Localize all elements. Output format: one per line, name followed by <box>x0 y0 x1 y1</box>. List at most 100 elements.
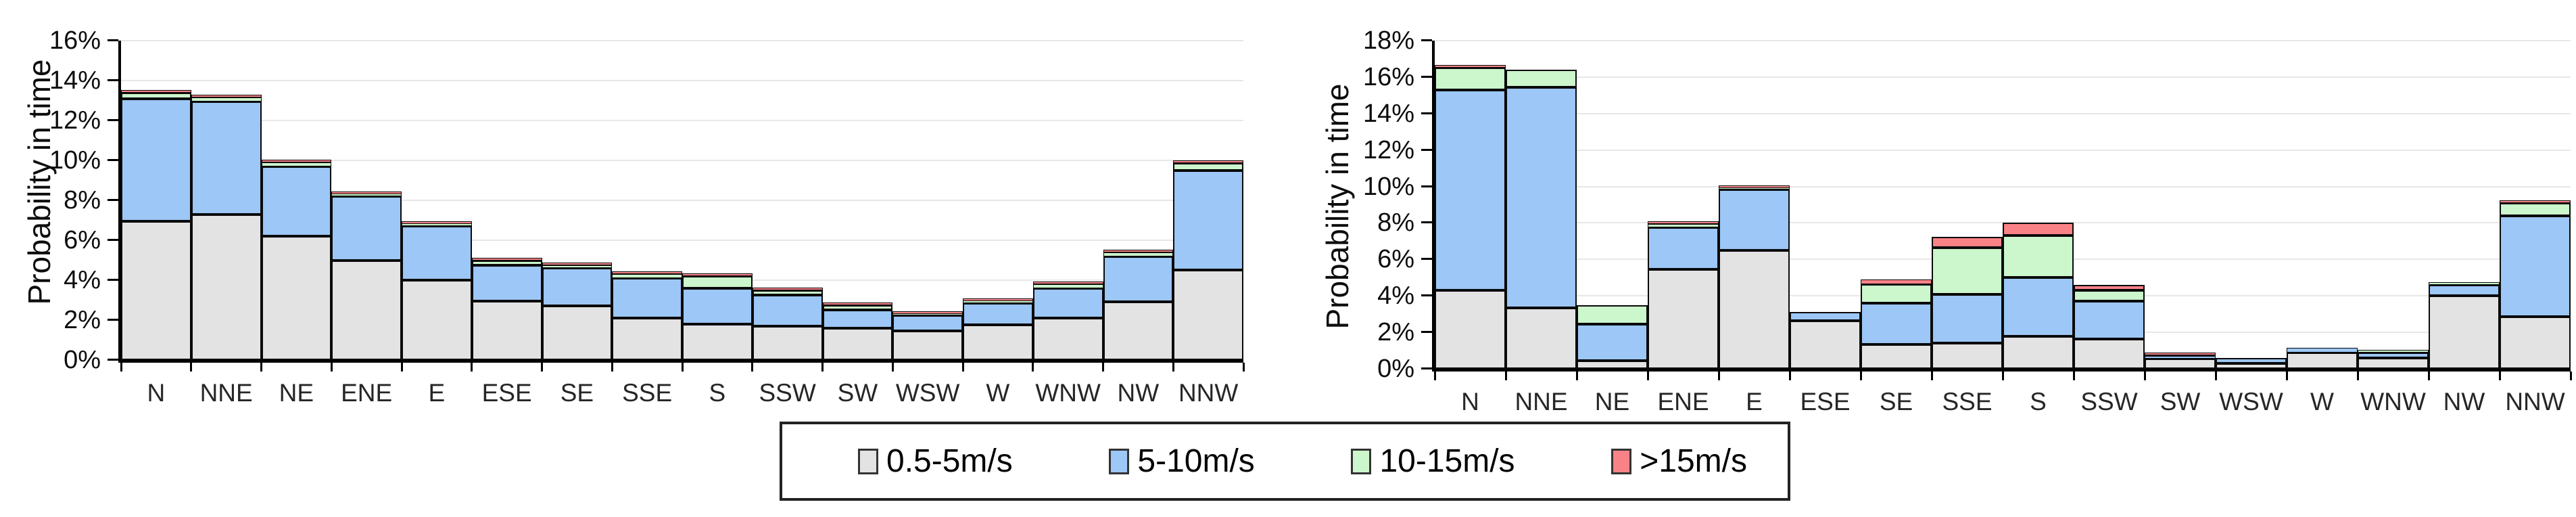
y-axis-tick <box>108 159 118 161</box>
y-axis-tick <box>108 359 118 361</box>
bar-segment-10-15m/s <box>682 276 753 288</box>
bar-S <box>2003 41 2074 369</box>
bar-segment->15m/s <box>612 271 682 275</box>
bar-segment->15m/s <box>261 159 332 162</box>
bar-segment-0.5-5m/s <box>2216 363 2287 369</box>
x-axis-tick <box>2285 372 2288 380</box>
bar-segment->15m/s <box>1435 65 1506 68</box>
x-axis-tick <box>1504 372 1507 380</box>
bar-segment-0.5-5m/s <box>191 214 262 360</box>
bar-segment->15m/s <box>331 192 402 195</box>
bar-segment-10-15m/s <box>1435 68 1506 90</box>
bar-segment-5-10m/s <box>2358 352 2429 358</box>
legend-item: 10-15m/s <box>1351 445 1515 478</box>
bar-ENE <box>331 41 402 360</box>
bar-segment->15m/s <box>402 221 472 225</box>
gridline <box>1435 149 2571 151</box>
y-tick-label: 6% <box>64 226 101 254</box>
y-tick-label: 0% <box>64 346 101 374</box>
bar-segment-10-15m/s <box>1506 70 1577 87</box>
x-tick-label: SE <box>1879 388 1913 415</box>
legend-item: 5-10m/s <box>1109 443 1255 479</box>
x-axis-tick <box>2072 372 2075 380</box>
bar-segment->15m/s <box>2074 285 2145 291</box>
x-tick-label: NW <box>2443 388 2485 415</box>
bar-segment-5-10m/s <box>542 268 613 307</box>
x-tick-label: NNW <box>2505 388 2565 415</box>
x-axis-tick <box>1859 372 1862 380</box>
y-axis-tick <box>108 279 118 281</box>
bar-segment->15m/s <box>1648 221 1719 224</box>
bar-segment-10-15m/s <box>1577 305 1648 324</box>
bar-segment->15m/s <box>2003 223 2074 236</box>
x-axis-tick <box>330 363 333 372</box>
bar-segment-0.5-5m/s <box>1435 290 1506 369</box>
bar-segment-0.5-5m/s <box>121 221 191 360</box>
bar-N <box>1435 41 1506 369</box>
x-tick-label: NNE <box>1514 388 1568 415</box>
bar-segment-5-10m/s <box>1435 89 1506 291</box>
bar-segment-5-10m/s <box>1790 312 1861 321</box>
x-axis-tick <box>611 363 613 372</box>
bar-SW <box>2145 41 2216 369</box>
bar-segment-10-15m/s <box>1648 223 1719 228</box>
y-tick-label: 14% <box>1362 99 1414 128</box>
x-tick-label: WSW <box>2219 388 2283 415</box>
bar-segment->15m/s <box>1173 160 1243 164</box>
gridline <box>121 160 1243 161</box>
y-axis-tick <box>1421 39 1432 41</box>
bar-segment->15m/s <box>1719 185 1790 189</box>
bar-NNW <box>1173 41 1243 360</box>
x-axis-tick <box>1032 363 1034 372</box>
x-tick-label: SSW <box>759 379 816 407</box>
x-tick-label: NE <box>1594 388 1630 415</box>
x-tick-label: WNW <box>2360 388 2426 415</box>
bar-segment-5-10m/s <box>2003 277 2074 336</box>
x-axis-tick <box>1172 363 1174 372</box>
bar-segment-0.5-5m/s <box>752 325 823 360</box>
gridline <box>1435 112 2571 114</box>
x-axis-tick <box>260 363 262 372</box>
x-axis-tick <box>2214 372 2217 380</box>
x-tick-label: NW <box>1117 379 1160 407</box>
bar-segment->15m/s <box>121 89 191 93</box>
bar-segment->15m/s <box>2145 352 2216 355</box>
bar-NNW <box>2500 41 2571 369</box>
y-axis-tick <box>1421 258 1432 261</box>
y-tick-label: 4% <box>64 266 101 294</box>
x-tick-label: W <box>2310 388 2334 415</box>
bar-NW <box>1103 41 1174 360</box>
x-axis-tick <box>1433 372 1436 380</box>
bar-segment-0.5-5m/s <box>1719 250 1790 369</box>
bar-segment->15m/s <box>682 273 753 277</box>
bar-N <box>121 41 191 360</box>
bar-SSE <box>1932 41 2003 369</box>
y-tick-label: 18% <box>1362 26 1414 55</box>
bar-segment-5-10m/s <box>191 101 262 215</box>
x-axis-tick <box>681 363 684 372</box>
bar-segment-5-10m/s <box>963 302 1033 325</box>
y-axis-tick <box>108 319 118 321</box>
y-tick-label: 8% <box>64 186 101 215</box>
gridline <box>1435 40 2571 41</box>
x-axis-tick <box>1788 372 1791 380</box>
bar-segment-0.5-5m/s <box>963 325 1033 360</box>
bar-SSW <box>752 41 823 360</box>
bar-segment->15m/s <box>2500 200 2571 203</box>
legend-label: 0.5-5m/s <box>886 443 1013 479</box>
x-axis-tick <box>1646 372 1649 380</box>
bar-segment-5-10m/s <box>331 196 402 261</box>
y-axis-tick <box>1421 75 1432 78</box>
y-tick-label: 16% <box>1362 62 1414 91</box>
bar-segment-10-15m/s <box>1861 284 1932 303</box>
bar-SE <box>542 41 613 360</box>
legend-label: 5-10m/s <box>1137 443 1255 479</box>
x-axis-tick <box>2001 372 2004 380</box>
bar-segment-0.5-5m/s <box>682 323 753 360</box>
bar-S <box>682 41 753 360</box>
x-tick-label: S <box>2030 388 2047 415</box>
bar-segment-5-10m/s <box>2429 285 2500 296</box>
bar-segment-5-10m/s <box>682 288 753 324</box>
y-axis-tick <box>1421 331 1432 334</box>
